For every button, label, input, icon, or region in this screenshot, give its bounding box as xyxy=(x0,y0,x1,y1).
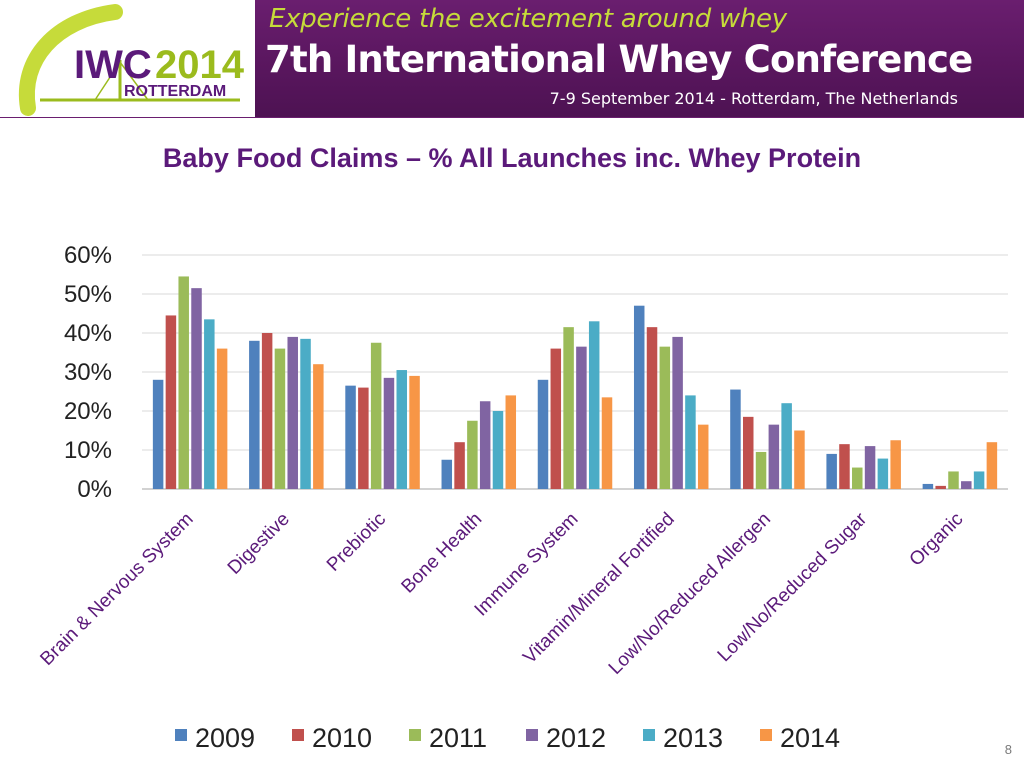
conference-banner: IWC 2014 ROTTERDAM Experience the excite… xyxy=(0,0,1024,118)
bar-2012 xyxy=(287,336,298,489)
y-tick-label: 10% xyxy=(64,437,112,464)
legend-swatch-2011 xyxy=(409,729,421,741)
bar-2014 xyxy=(986,442,998,489)
conference-date-location: 7-9 September 2014 - Rotterdam, The Neth… xyxy=(549,89,958,108)
y-tick-label: 30% xyxy=(64,359,112,386)
legend-label-2010: 2010 xyxy=(312,723,372,753)
bar-2014 xyxy=(505,395,517,489)
page-number: 8 xyxy=(1004,742,1012,757)
bar-2010 xyxy=(358,387,369,489)
y-tick-label: 20% xyxy=(64,398,112,425)
bar-2009 xyxy=(826,453,837,489)
bar-2010 xyxy=(165,315,177,489)
x-tick-label: Organic xyxy=(906,509,968,571)
bar-2011 xyxy=(274,348,286,489)
bar-2010 xyxy=(935,485,946,489)
bar-2013 xyxy=(396,370,408,489)
bar-2009 xyxy=(441,459,453,489)
bar-2009 xyxy=(537,379,549,489)
bar-2011 xyxy=(178,276,189,489)
bar-2014 xyxy=(601,397,613,489)
bar-2009 xyxy=(152,379,164,489)
bar-2013 xyxy=(492,411,504,489)
bar-2009 xyxy=(730,389,741,489)
bar-2013 xyxy=(204,319,215,489)
bar-2013 xyxy=(877,458,889,489)
legend-swatch-2012 xyxy=(526,729,538,741)
bar-2011 xyxy=(467,420,478,489)
bar-2014 xyxy=(409,375,420,489)
iwc-logo: IWC 2014 ROTTERDAM xyxy=(0,0,255,118)
logo-iwc-text: IWC xyxy=(74,43,152,87)
x-tick-label: Immune System xyxy=(471,509,583,621)
bar-2012 xyxy=(864,446,876,489)
bar-2011 xyxy=(755,451,767,489)
y-tick-label: 50% xyxy=(64,281,112,308)
x-tick-label: Bone Health xyxy=(398,509,487,598)
legend-swatch-2009 xyxy=(175,729,187,741)
legend-label-2011: 2011 xyxy=(429,723,487,753)
legend-swatch-2014 xyxy=(760,729,772,741)
legend-label-2012: 2012 xyxy=(546,723,606,753)
bar-2010 xyxy=(742,416,754,489)
bar-2011 xyxy=(948,471,959,489)
bar-2010 xyxy=(839,444,850,489)
x-tick-label: Digestive xyxy=(224,509,294,579)
bar-2011 xyxy=(370,342,382,489)
bar-2010 xyxy=(261,333,273,489)
bar-2012 xyxy=(961,481,972,489)
x-tick-label: Prebiotic xyxy=(323,509,390,576)
bar-2012 xyxy=(191,288,202,489)
bar-2009 xyxy=(345,385,356,489)
x-tick-label: Low/No/Reduced Allergen xyxy=(605,509,775,679)
logo-city-text: ROTTERDAM xyxy=(124,83,226,100)
bar-2013 xyxy=(300,338,311,489)
bar-2014 xyxy=(794,430,805,489)
x-tick-label: Brain & Nervous System xyxy=(36,509,197,670)
bar-2010 xyxy=(454,442,465,489)
y-tick-label: 40% xyxy=(64,320,112,347)
bar-2011 xyxy=(852,467,863,489)
bar-2011 xyxy=(659,346,671,489)
conference-name: 7th International Whey Conference xyxy=(265,38,973,81)
bar-2013 xyxy=(685,395,696,489)
bar-2012 xyxy=(672,336,683,489)
bar-2011 xyxy=(563,327,574,489)
legend-swatch-2013 xyxy=(643,729,655,741)
banner-tagline: Experience the excitement around whey xyxy=(269,4,787,34)
bar-2012 xyxy=(479,401,491,489)
bar-2012 xyxy=(768,424,780,489)
bar-2014 xyxy=(890,440,901,489)
y-tick-label: 0% xyxy=(77,476,112,503)
bar-2009 xyxy=(922,483,934,489)
iwc-logo-graphic: IWC 2014 ROTTERDAM xyxy=(18,4,245,116)
legend-label-2013: 2013 xyxy=(663,723,723,753)
bar-2014 xyxy=(697,424,709,489)
legend-label-2014: 2014 xyxy=(780,723,840,753)
bar-2012 xyxy=(383,377,395,489)
bar-2014 xyxy=(216,348,228,489)
bar-2013 xyxy=(973,471,985,489)
y-tick-label: 60% xyxy=(64,242,112,269)
logo-year-text: 2014 xyxy=(155,43,245,87)
banner-purple-panel: Experience the excitement around whey 7t… xyxy=(255,0,1024,118)
bar-2013 xyxy=(781,403,792,489)
bar-2014 xyxy=(313,364,324,489)
bar-2012 xyxy=(576,346,587,489)
legend-swatch-2010 xyxy=(292,729,304,741)
legend-label-2009: 2009 xyxy=(195,723,255,753)
banner-divider xyxy=(0,117,1024,118)
bar-2010 xyxy=(646,327,658,489)
chart-title: Baby Food Claims – % All Launches inc. W… xyxy=(162,143,862,173)
bar-2013 xyxy=(588,321,600,489)
bar-2009 xyxy=(633,305,645,489)
bar-2009 xyxy=(249,340,260,489)
bar-2010 xyxy=(550,348,562,489)
